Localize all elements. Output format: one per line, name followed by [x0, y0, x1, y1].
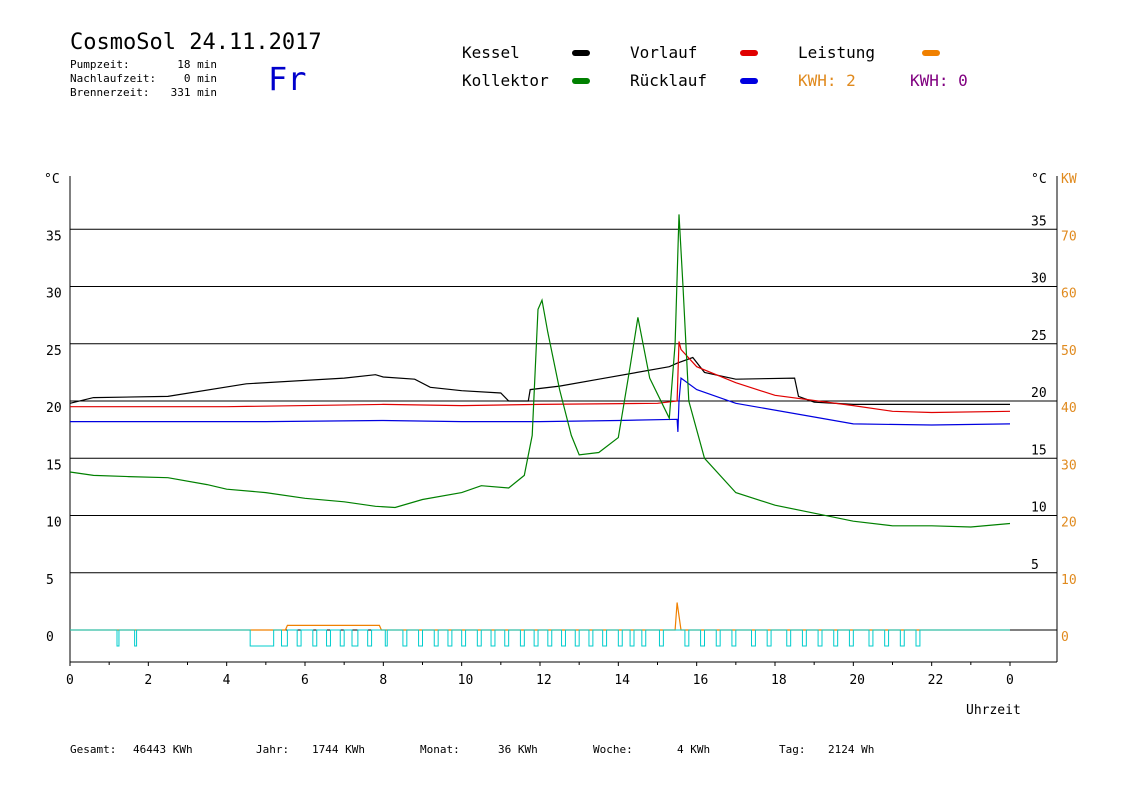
y-tick-label-left: 30: [46, 287, 62, 302]
y-tick-label-left: 35: [46, 229, 62, 244]
footer-monat-label: Monat:: [420, 743, 460, 756]
weekday-label: Fr: [268, 60, 307, 98]
pumpzeit-label: Pumpzeit:: [70, 58, 130, 71]
x-tick-label: 22: [928, 673, 944, 688]
series-line-ruecklauf: [70, 376, 1011, 432]
y-axis-label-left: °C: [44, 172, 60, 187]
y-tick-label-left: 10: [46, 516, 62, 531]
x-tick-label: 4: [223, 673, 231, 688]
y-tick-label-kw: 0: [1061, 630, 1069, 645]
y-tick-label-kw: 30: [1061, 458, 1077, 473]
y-tick-label-left: 15: [46, 458, 62, 473]
y-tick-label-right: 35: [1031, 214, 1047, 229]
footer-jahr-value: 1744 KWh: [312, 743, 365, 756]
y-tick-label-left: 5: [46, 573, 54, 588]
legend-swatch-kollektor: [572, 78, 590, 84]
y-tick-label-right: 30: [1031, 272, 1047, 287]
footer-jahr-label: Jahr:: [256, 743, 290, 756]
x-tick-label: 10: [458, 673, 474, 688]
legend-swatch-ruecklauf: [740, 78, 758, 84]
footer-gesamt-label: Gesamt:: [70, 743, 117, 756]
y-tick-label-right: 25: [1031, 329, 1047, 344]
y-tick-label-left: 25: [46, 344, 62, 359]
footer-tag-value: 2124 Wh: [828, 743, 875, 756]
y-tick-label-kw: 50: [1061, 344, 1077, 359]
x-tick-label: 14: [614, 673, 630, 688]
footer-woche-value: 4 KWh: [677, 743, 711, 756]
legend-swatch-vorlauf: [740, 50, 758, 56]
x-tick-label: 16: [693, 673, 709, 688]
series-line-kollektor: [69, 214, 1011, 528]
y-tick-label-kw: 60: [1061, 287, 1077, 302]
y-axis-label-kw: KW: [1061, 172, 1077, 187]
kwh-leistung: KWH: 2: [798, 71, 856, 90]
x-tick-label: 12: [536, 673, 552, 688]
series-line-kessel: [69, 356, 1010, 405]
brennerzeit-label: Brennerzeit:: [70, 86, 150, 99]
chart-title: CosmoSol 24.11.2017: [70, 30, 322, 55]
pumpzeit-value: 18 min: [177, 58, 217, 71]
legend-label-kollektor: Kollektor: [462, 71, 549, 90]
x-tick-label: 8: [379, 673, 387, 688]
x-tick-label: 0: [1006, 673, 1014, 688]
y-tick-label-kw: 40: [1061, 401, 1077, 416]
legend-swatch-leistung: [922, 50, 940, 56]
y-tick-label-left: 20: [46, 401, 62, 416]
y-tick-label-right: 15: [1031, 443, 1047, 458]
series-line-vorlauf: [70, 341, 1011, 414]
kwh-other: KWH: 0: [910, 71, 968, 90]
y-tick-label-right: 5: [1031, 558, 1039, 573]
y-tick-label-kw: 70: [1061, 229, 1077, 244]
legend-label-leistung: Leistung: [798, 43, 876, 62]
footer-tag-label: Tag:: [779, 743, 806, 756]
y-tick-label-right: 10: [1031, 501, 1047, 516]
x-tick-label: 6: [301, 673, 309, 688]
footer-woche-label: Woche:: [593, 743, 633, 756]
nachlaufzeit-label: Nachlaufzeit:: [70, 72, 157, 85]
nachlaufzeit-value: 0 min: [183, 72, 217, 85]
y-axis-label-right: °C: [1031, 172, 1047, 187]
legend-swatch-kessel: [572, 50, 590, 56]
x-tick-label: 0: [66, 673, 74, 688]
y-tick-label-kw: 10: [1061, 573, 1077, 588]
legend-label-vorlauf: Vorlauf: [630, 43, 698, 62]
footer-monat-value: 36 KWh: [498, 743, 538, 756]
x-tick-label: 18: [771, 673, 787, 688]
pump-signal-line: [70, 629, 1010, 647]
series-line-leistung: [70, 602, 1010, 631]
y-tick-label-kw: 20: [1061, 516, 1077, 531]
y-tick-label-right: 20: [1031, 386, 1047, 401]
x-tick-label: 20: [849, 673, 865, 688]
y-tick-label-left: 0: [46, 630, 54, 645]
x-axis-label: Uhrzeit: [966, 703, 1021, 718]
brennerzeit-value: 331 min: [170, 86, 217, 99]
legend-label-kessel: Kessel: [462, 43, 520, 62]
legend-label-ruecklauf: Rücklauf: [630, 71, 708, 90]
footer-gesamt-value: 46443 KWh: [133, 743, 193, 756]
x-tick-label: 2: [144, 673, 152, 688]
